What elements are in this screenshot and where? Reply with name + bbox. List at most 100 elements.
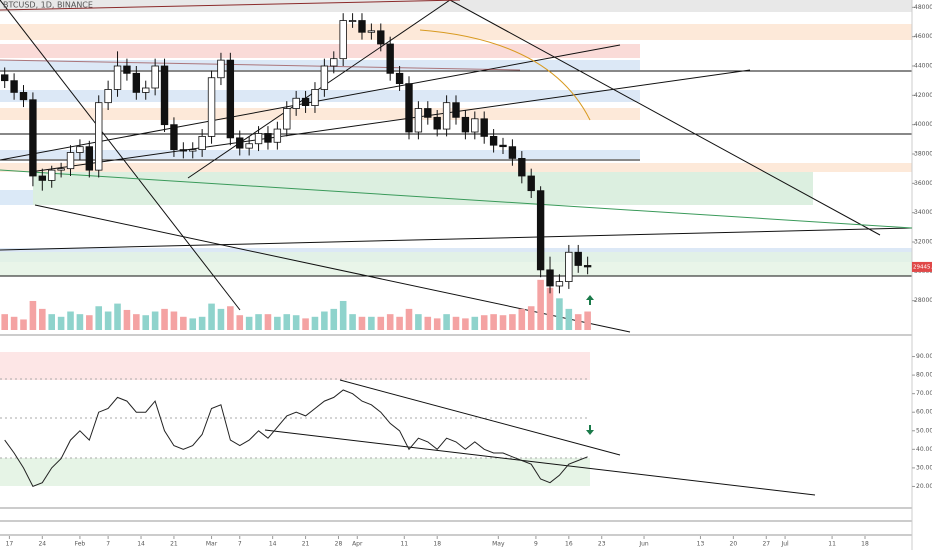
candle-body	[38, 175, 47, 181]
y-tick-label: 50.00	[916, 427, 932, 434]
x-tick-label: 18	[433, 541, 441, 548]
volume-bar	[227, 306, 234, 330]
volume-bar	[208, 303, 215, 330]
volume-bar	[433, 318, 441, 330]
candle-body	[414, 108, 423, 133]
last-price-box	[912, 261, 932, 272]
candle-body	[226, 59, 235, 139]
x-tick-label: 16	[565, 541, 573, 548]
x-tick-label: 14	[269, 541, 277, 548]
candle-body	[527, 175, 535, 192]
candle-body	[283, 108, 291, 130]
y-tick-label: 32000.00	[914, 239, 932, 246]
volume-bar	[480, 315, 488, 330]
y-tick-label: 40.00	[916, 446, 932, 453]
volume-bar	[217, 308, 225, 330]
volume-bar	[20, 319, 27, 330]
candle-body	[565, 251, 573, 282]
x-tick-label: 27	[762, 541, 770, 548]
candle-body	[10, 80, 18, 93]
candle-body	[395, 72, 404, 85]
x-tick-label: 14	[137, 541, 145, 548]
volume-bar	[29, 300, 37, 330]
candle-body	[254, 133, 263, 145]
volume-bar	[302, 318, 309, 330]
volume-bar	[133, 314, 140, 330]
candle-body	[151, 65, 159, 89]
x-tick-label: 18	[861, 541, 869, 548]
candle-body	[273, 128, 282, 143]
x-tick-label: May	[492, 541, 505, 548]
candle-body	[536, 190, 545, 271]
candle-body	[480, 118, 488, 137]
arrow-down	[586, 425, 594, 435]
volume-bar	[151, 311, 159, 330]
volume-bar	[274, 316, 281, 330]
y-tick-label: 28000.00	[914, 297, 932, 304]
volume-bar	[424, 316, 432, 330]
volume-bar	[321, 311, 328, 330]
volume-bar	[292, 315, 300, 330]
volume-bar	[565, 308, 573, 330]
x-tick-label: 21	[302, 541, 310, 548]
candle-body	[264, 133, 272, 143]
volume-bar	[236, 315, 244, 330]
candle-body	[405, 83, 413, 133]
y-tick-label: 48000.00	[914, 4, 932, 11]
x-tick-label: Mar	[206, 541, 218, 548]
candle-body	[1, 74, 9, 82]
candle-body	[424, 108, 432, 118]
candle-body	[104, 89, 112, 104]
candle-body	[301, 97, 310, 107]
volume-bar	[556, 298, 563, 330]
y-tick-label: 38000.00	[914, 151, 932, 158]
candle-body	[442, 102, 451, 130]
volume-bar	[245, 316, 253, 330]
candle-body	[339, 20, 347, 60]
candle-body	[142, 87, 150, 93]
candle-body	[433, 116, 441, 130]
volume-bar	[584, 311, 591, 330]
candle-body	[348, 20, 357, 22]
x-tick-label: Jul	[780, 541, 789, 548]
volume-bar	[76, 314, 84, 330]
volume-bar	[574, 314, 582, 330]
volume-bar	[114, 303, 121, 330]
candle-body	[489, 135, 498, 146]
candle-body	[170, 124, 178, 150]
x-tick-label: 7	[238, 541, 242, 548]
candle-body	[95, 102, 103, 171]
candle-body	[546, 269, 554, 287]
volume-bar	[490, 314, 497, 330]
y-tick-label: 34000.00	[914, 209, 932, 216]
x-tick-label: 11	[400, 541, 408, 548]
x-tick-label: 28	[335, 541, 343, 548]
volume-bar	[189, 318, 197, 330]
volume-bar	[48, 314, 56, 330]
x-tick-label: 11	[828, 541, 836, 548]
candle-body	[198, 135, 206, 150]
volume-bar	[180, 316, 187, 330]
volume-bar	[368, 316, 375, 330]
candle-body	[367, 30, 376, 33]
candle-body	[66, 152, 75, 170]
candle-body	[19, 92, 28, 101]
candle-body	[123, 65, 131, 74]
candle-body	[499, 144, 507, 148]
volume-bar	[377, 316, 385, 330]
candle-body	[160, 65, 169, 126]
volume-bar	[161, 308, 168, 330]
volume-bar	[86, 315, 93, 330]
y-tick-label: 46000.00	[914, 33, 932, 40]
candle-body	[583, 265, 592, 268]
x-tick-label: Feb	[75, 541, 86, 548]
volume-bar	[255, 314, 262, 330]
y-tick-label: 40000.00	[914, 121, 932, 128]
arrow-up	[586, 295, 594, 305]
volume-bar	[104, 311, 112, 330]
volume-bar	[1, 314, 8, 330]
candle-body	[574, 251, 582, 266]
volume-bar	[339, 300, 347, 330]
candle-body	[330, 58, 338, 67]
candle-body	[471, 118, 479, 133]
